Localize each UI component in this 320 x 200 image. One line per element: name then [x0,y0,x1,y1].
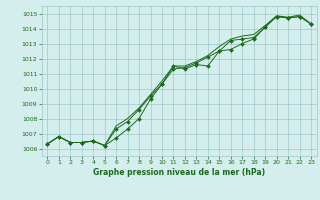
X-axis label: Graphe pression niveau de la mer (hPa): Graphe pression niveau de la mer (hPa) [93,168,265,177]
